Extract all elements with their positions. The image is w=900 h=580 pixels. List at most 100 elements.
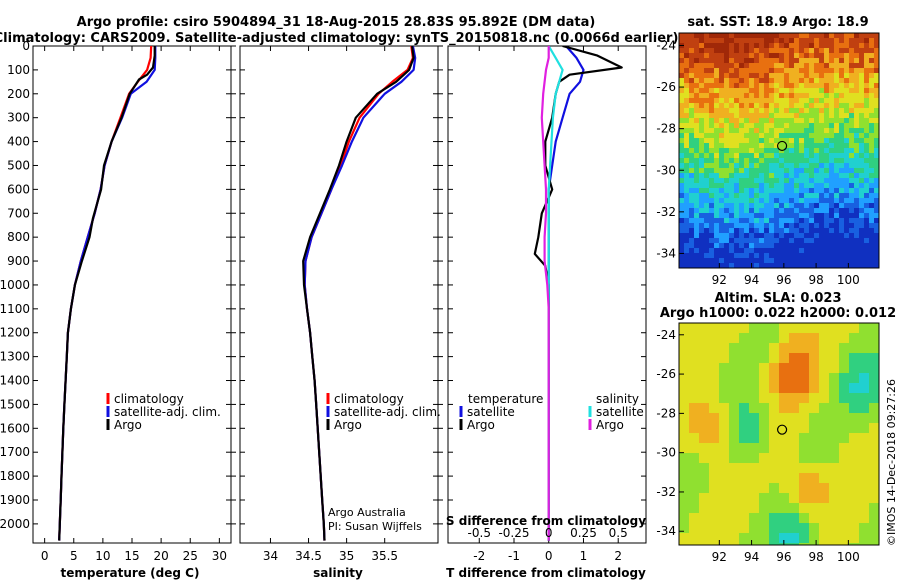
legend-label-satellite: satellite-adj. clim.	[334, 405, 441, 419]
x-tick-label: 10	[95, 549, 110, 563]
depth-tick-label: 2000	[0, 517, 30, 531]
x-tick-label: -2	[473, 549, 485, 563]
depth-tick-label: 900	[7, 254, 30, 268]
x-tick-label: 1	[580, 549, 588, 563]
sla-map-title-line-1: Altim. SLA: 0.023	[715, 291, 842, 306]
temperature-plot: 0 5 10 15 20 25 30	[41, 46, 227, 563]
depth-tick-label: 1000	[0, 278, 30, 292]
legend-label-s-satellite: satellite	[596, 405, 644, 419]
s-diff-tick-label: 0.5	[609, 526, 628, 540]
map-y-tick-label: -26	[656, 367, 676, 381]
series-line-satellite-adj-clim-	[303, 46, 417, 541]
x-tick-label: 20	[153, 549, 168, 563]
sst-map-title: sat. SST: 18.9 Argo: 18.9	[687, 15, 868, 30]
depth-tick-label: 1600	[0, 421, 30, 435]
x-tick-label: 34	[263, 549, 278, 563]
x-tick-label: 35	[339, 549, 354, 563]
x-tick-label: 30	[212, 549, 227, 563]
x-tick-label: 0	[41, 549, 49, 563]
temperature-x-axis-label: temperature (deg C)	[61, 566, 200, 580]
sst-map-frame	[678, 32, 880, 269]
depth-tick-label: 200	[7, 87, 30, 101]
x-tick-label: 2	[614, 549, 622, 563]
depth-tick-label: 1900	[0, 493, 30, 507]
map-y-tick-label: -28	[656, 122, 676, 136]
x-tick-label: 25	[183, 549, 198, 563]
depth-tick-label: 1800	[0, 469, 30, 483]
difference-legend: temperature salinity satellite Argo sate…	[459, 392, 644, 432]
s-diff-tick-label: -0.5	[468, 526, 491, 540]
series-line-argo	[302, 46, 415, 541]
map-x-tick-label: 94	[744, 550, 759, 564]
depth-tick-label: 100	[7, 63, 30, 77]
salinity-legend: climatology satellite-adj. clim. Argo Ar…	[326, 392, 441, 533]
sla-map: 92 94 96 98 100 -24 -26 -28 -30 -32 -34	[656, 322, 880, 564]
depth-tick-label: 300	[7, 111, 30, 125]
map-x-tick-label: 96	[776, 550, 791, 564]
t-difference-x-axis-label: T difference from climatology	[446, 566, 646, 580]
x-tick-label: 0	[545, 549, 553, 563]
depth-tick-label: 500	[7, 158, 30, 172]
depth-tick-label: 700	[7, 206, 30, 220]
depth-axis: 0 100 200 300 400 500 600 700 800 900 1000 1100 1200…	[0, 39, 646, 531]
series-line-argo	[58, 46, 156, 541]
difference-plot: -2 -1 0 1 2 -0.5 -0.25 0 0.25 0.5	[468, 46, 628, 563]
s-diff-tick-label: 0.25	[570, 526, 597, 540]
depth-tick-label: 800	[7, 230, 30, 244]
legend-label-climatology: climatology	[114, 392, 184, 406]
salinity-plot: 34 34.5 35 35.5	[263, 46, 417, 563]
map-x-tick-label: 98	[808, 550, 823, 564]
salinity-x-axis-label: salinity	[313, 566, 363, 580]
depth-tick-label: 1500	[0, 397, 30, 411]
series-line-s-argo	[540, 46, 550, 541]
depth-tick-label: 1300	[0, 350, 30, 364]
map-y-tick-label: -24	[656, 328, 676, 342]
x-tick-label: 35.5	[371, 549, 398, 563]
depth-tick-label: 1400	[0, 374, 30, 388]
sst-heatmap-cells	[679, 33, 879, 268]
legend-label-s-argo: Argo	[596, 418, 624, 432]
difference-plot-frame	[447, 45, 647, 544]
s-diff-tick-label: 0	[545, 526, 553, 540]
legend-title-temperature: temperature	[468, 392, 543, 406]
sla-map-title-line-2: Argo h1000: 0.022 h2000: 0.012	[660, 306, 896, 321]
figure-title-line-1: Argo profile: csiro 5904894_31 18-Aug-20…	[77, 15, 596, 30]
s-difference-axis-label: S difference from climatology	[446, 514, 646, 528]
legend-label-t-argo: Argo	[467, 418, 495, 432]
x-tick-label: 15	[124, 549, 139, 563]
figure-title-line-2: Climatology: CARS2009. Satellite-adjuste…	[0, 31, 678, 46]
map-x-tick-label: 100	[837, 550, 860, 564]
s-diff-tick-label: -0.25	[498, 526, 529, 540]
legend-label-t-satellite: satellite	[467, 405, 515, 419]
temperature-legend: climatology satellite-adj. clim. Argo	[106, 392, 221, 432]
map-y-tick-label: -30	[656, 163, 676, 177]
argo-location-marker	[776, 140, 788, 152]
legend-label-argo: Argo	[334, 418, 362, 432]
x-tick-label: 34.5	[295, 549, 322, 563]
legend-label-argo: Argo	[114, 418, 142, 432]
depth-tick-label: 1700	[0, 445, 30, 459]
data-source-note-line-2: PI: Susan Wijffels	[328, 520, 422, 533]
depth-tick-label: 0	[22, 39, 30, 53]
legend-label-satellite: satellite-adj. clim.	[114, 405, 221, 419]
map-y-tick-label: -30	[656, 446, 676, 460]
sst-map: 92 94 96 98 100 -24 -26 -28 -30 -32 -34	[656, 32, 880, 287]
series-line-t-satellite	[547, 46, 585, 541]
depth-tick-label: 1200	[0, 326, 30, 340]
sla-heatmap-cells	[679, 323, 879, 545]
legend-title-salinity: salinity	[596, 392, 639, 406]
legend-label-climatology: climatology	[334, 392, 404, 406]
map-x-tick-label: 92	[712, 273, 727, 287]
map-x-tick-label: 98	[808, 273, 823, 287]
map-y-tick-label: -26	[656, 80, 676, 94]
map-x-tick-label: 92	[712, 550, 727, 564]
salinity-plot-frame	[239, 45, 439, 544]
map-y-tick-label: -32	[656, 485, 676, 499]
depth-tick-label: 400	[7, 135, 30, 149]
x-tick-label: 5	[70, 549, 78, 563]
depth-tick-label: 1100	[0, 302, 30, 316]
argo-location-marker	[776, 424, 788, 435]
depth-tick-label: 600	[7, 182, 30, 196]
sla-map-frame	[678, 322, 880, 546]
map-y-tick-label: -24	[656, 38, 676, 52]
